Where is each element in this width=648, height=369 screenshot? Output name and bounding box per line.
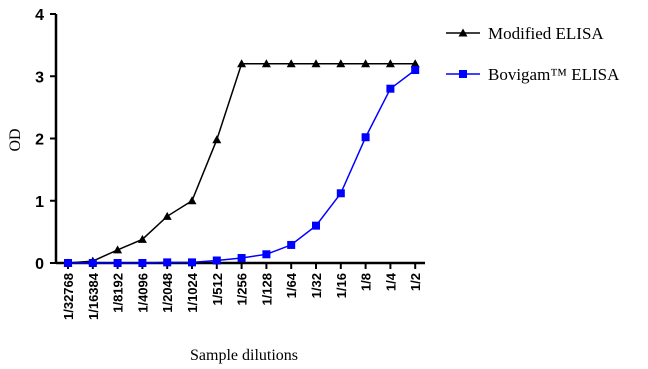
data-point [212,135,222,144]
data-point [88,259,97,267]
data-point [336,189,345,198]
x-tick-label: 1/64 [284,272,299,298]
x-tick-label: 1/32768 [61,273,76,320]
data-point [287,240,296,249]
legend-square-icon [459,70,467,78]
legend-label-modified: Modified ELISA [488,24,604,43]
data-point [187,196,197,205]
x-tick-label: 1/32 [309,273,324,298]
data-point [237,254,246,263]
x-tick-label: 1/8192 [111,273,126,313]
x-tick-label: 1/2048 [160,273,175,313]
legend-item-modified: Modified ELISA [446,24,604,43]
y-tick-label: 0 [35,256,44,273]
x-tick-label: 1/8 [359,273,374,291]
data-point [262,250,271,259]
data-point [212,256,221,265]
y-tick-label: 1 [35,194,44,211]
y-axis-label: OD [7,128,24,151]
data-point [361,59,371,68]
y-tick-label: 4 [35,7,44,24]
x-tick-label: 1/128 [259,273,274,306]
data-point [336,59,346,68]
y-tick-label: 3 [35,69,44,86]
x-tick-label: 1/256 [235,273,250,306]
data-point [410,59,420,68]
x-tick-label: 1/16 [334,273,349,298]
data-point [163,258,172,267]
x-tick-label: 1/1024 [185,272,200,313]
data-point [162,211,172,220]
x-axis-label: Sample dilutions [190,347,298,364]
series-line [67,63,416,264]
data-point [411,66,420,75]
series-bovigam-elisa [64,66,420,267]
data-point [261,59,271,68]
series-modified-elisa [63,59,420,267]
data-point [138,259,147,267]
x-tick-label: 1/4 [383,272,398,291]
data-point [113,245,123,254]
data-point [312,221,320,230]
legend-item-bovigam: Bovigam™ ELISA [446,65,620,84]
data-point [113,259,122,267]
series-line [68,69,416,264]
legend-label-bovigam: Bovigam™ ELISA [488,65,620,84]
data-point [311,59,321,68]
x-tick-label: 1/512 [210,273,225,306]
data-point [137,234,147,243]
x-tick-label: 1/16384 [86,272,101,320]
data-point [385,59,395,68]
series-layer [63,59,420,267]
data-point [64,259,72,267]
legend-triangle-icon [458,28,468,37]
legend: Modified ELISA Bovigam™ ELISA [446,24,620,84]
data-point [361,133,370,142]
data-point [188,258,196,267]
y-axis: 0 1 2 3 4 [35,7,58,273]
x-tick-label: 1/4096 [135,273,150,313]
data-point [237,59,247,68]
x-axis: 1/32768 1/16384 1/8192 1/4096 1/2048 1/1024 1/… [56,261,425,320]
x-tick-label: 1/2 [408,273,423,291]
data-point [386,84,395,93]
y-tick-label: 2 [35,132,44,149]
data-point [286,59,296,68]
